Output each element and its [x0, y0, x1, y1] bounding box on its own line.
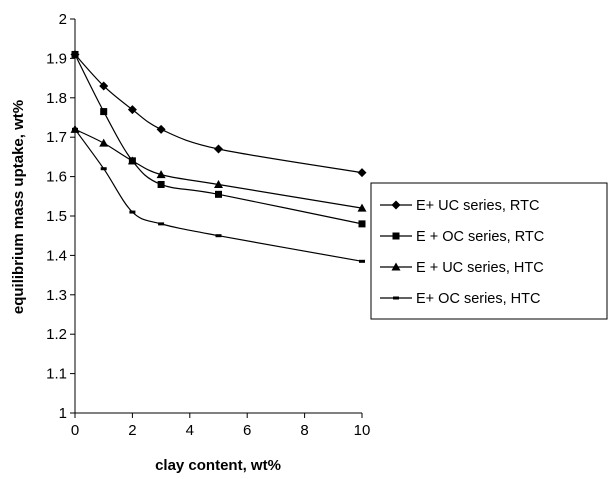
legend-label: E + UC series, HTC: [416, 260, 544, 276]
square-marker: [215, 190, 222, 198]
legend-item: E+ UC series, RTC: [380, 198, 539, 214]
y-tick-label: 1.8: [46, 90, 67, 107]
diamond-marker: [214, 144, 223, 154]
legend-label: E + OC series, RTC: [416, 229, 544, 245]
x-tick-label: 0: [71, 422, 79, 439]
square-marker: [100, 108, 108, 116]
y-axis-title: equilibrium mass uptake, wt%: [10, 100, 27, 314]
diamond-marker: [357, 168, 367, 178]
y-tick-label: 1.4: [46, 247, 67, 264]
legend-item: E+ OC series, HTC: [380, 291, 540, 307]
series-line: [74, 54, 363, 174]
legend-item: E + UC series, HTC: [380, 260, 544, 276]
triangle-marker: [214, 179, 223, 188]
dash-marker: [215, 234, 222, 238]
y-tick-label: 1.2: [46, 326, 67, 343]
y-tick-label: 1: [59, 405, 67, 422]
dash-marker: [158, 222, 165, 226]
diamond-marker: [391, 200, 401, 210]
diamond-marker: [127, 105, 137, 115]
series-line: [74, 54, 363, 225]
square-marker: [157, 180, 165, 188]
triangle-marker: [127, 156, 137, 165]
dash-marker: [100, 167, 107, 171]
y-tick-label: 1.3: [46, 287, 67, 304]
x-tick-label: 2: [128, 422, 136, 439]
series-layer: [70, 49, 367, 263]
x-tick-label: 8: [300, 422, 308, 439]
y-tick-label: 1.9: [46, 50, 67, 67]
axes: 1 1.1 1.2 1.3 1.4 1.5 1.6 1.7 1.8 1.9 2 0 2 4 6 8 10: [46, 11, 370, 439]
diamond-marker: [99, 81, 109, 91]
y-tick-label: 1.5: [46, 208, 67, 225]
triangle-marker: [156, 170, 166, 179]
x-axis-title: clay content, wt%: [155, 457, 281, 474]
diamond-marker: [156, 124, 166, 134]
legend-box: [370, 182, 608, 320]
dash-marker: [72, 127, 78, 131]
square-marker: [71, 50, 79, 58]
x-tick-label: 10: [354, 422, 371, 439]
series-1: [70, 49, 367, 178]
legend-item: E + OC series, RTC: [380, 229, 544, 245]
square-marker: [392, 232, 400, 240]
triangle-marker: [99, 138, 109, 147]
y-tick-label: 1.1: [46, 366, 67, 383]
legend: E+ UC series, RTC E + OC series, RTC E + U…: [370, 182, 608, 320]
dash-marker: [359, 259, 365, 263]
square-marker: [358, 220, 366, 228]
legend-label: E+ UC series, RTC: [416, 198, 539, 214]
x-tick-label: 4: [186, 422, 194, 439]
legend-label: E+ OC series, HTC: [416, 291, 540, 307]
dash-marker: [129, 210, 136, 214]
series-3: [70, 124, 367, 212]
y-tick-label: 2: [59, 11, 67, 28]
triangle-marker: [391, 262, 401, 271]
triangle-marker: [357, 203, 367, 212]
y-tick-label: 1.7: [46, 129, 67, 146]
dash-marker: [393, 296, 399, 300]
series-4: [72, 127, 365, 263]
y-tick-label: 1.6: [46, 169, 67, 186]
x-tick-label: 6: [243, 422, 251, 439]
